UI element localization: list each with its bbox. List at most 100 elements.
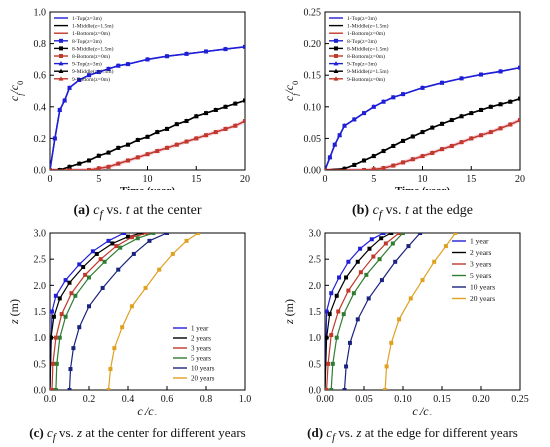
data-point [381,148,386,153]
data-point [358,270,363,275]
data-point [69,291,74,296]
x-tick-label: 0.4 [122,394,135,405]
data-point [332,142,338,147]
x-tick-label: 15 [466,174,476,185]
y-tick-label: 0.10 [304,102,322,113]
data-point [170,251,175,256]
y-tick-label: 0.0 [34,166,47,177]
data-point [507,99,513,104]
data-point [327,312,332,317]
data-point [112,346,117,351]
series-line [50,233,142,390]
chart-c: 0.0 0.2 0.4 0.6 0.8 1.0 0.0 0.5 1.0 1.5 2.0 2.5 3.0 c… [7,229,251,416]
data-point [125,157,131,163]
data-point [342,388,347,390]
caption-c: (c) cf vs. z at the center for different… [29,425,246,444]
data-point [68,367,73,372]
data-point [439,121,445,126]
data-point [154,148,160,153]
data-point [337,132,343,138]
data-point [459,75,464,81]
legend-label: 3 years [191,344,211,352]
data-point [379,278,384,283]
data-point [384,364,389,369]
data-point [346,259,351,264]
data-point [83,272,88,277]
data-point [410,133,416,139]
data-point [100,285,105,290]
legend-label: 1-Middle(z=1.5m) [347,23,389,30]
data-point [50,335,53,340]
data-point [336,309,341,314]
legend-label: 9-Middle(z=1.5m) [347,68,389,75]
data-point [397,317,402,322]
data-point [383,241,388,246]
y-tick-label: 0.15 [304,71,322,82]
data-point [329,291,334,296]
data-point [329,333,334,338]
data-point [106,238,111,243]
data-point [418,233,423,235]
data-point [184,138,189,144]
data-point [106,150,111,155]
y-tick-label: 0.0 [309,386,322,397]
legend-marker [59,46,63,51]
data-point [129,235,134,240]
y-tick-label: 0.6 [34,71,47,82]
chart-b: 0 5 10 15 20 0.00 0.05 0.10 0.15 0.20 0.25 Time (ye… [282,8,525,191]
plot-frame [49,232,246,391]
data-point [468,135,474,141]
data-point [86,157,92,163]
data-point [439,146,445,151]
legend-label: 1-Top(z=3m) [347,15,377,22]
data-point [106,164,111,169]
data-point [420,85,425,90]
caption-b: (b) cf vs. t at the edge [351,203,474,221]
data-point [361,157,367,163]
y-tick-label: 0.8 [34,39,47,50]
data-point [443,244,448,249]
data-point [68,167,71,170]
legend-label: 8-Top(z=3m) [72,38,102,45]
legend-label: 8-Bottom(z=0m) [347,53,385,60]
x-tick-label: 0 [48,174,53,185]
x-tick-label: 0 [323,174,328,185]
y-tick-label: 0.4 [34,102,47,113]
data-point [449,143,455,148]
legend-label: 3 years [470,260,492,269]
x-tick-label: 0.20 [472,394,490,405]
y-tick-label: 2.5 [309,255,322,266]
legend-label: 9-Top(z=3m) [347,61,377,68]
data-point [50,361,55,366]
data-point [334,293,339,298]
data-point [327,154,333,160]
data-point [57,107,63,112]
data-point [478,132,484,138]
data-point [115,145,121,150]
series-line [51,233,148,390]
data-point [330,361,335,366]
data-point [390,162,396,168]
data-point [174,142,180,147]
data-point [383,388,388,390]
data-point [377,257,382,262]
data-point [77,325,82,330]
y-tick-label: 0.5 [34,359,47,370]
data-point [116,267,121,272]
data-point [157,267,162,272]
series-group [50,44,245,170]
legend-label: 2 years [470,248,492,257]
data-point [488,129,494,134]
data-point [341,312,346,317]
data-point [439,80,445,85]
data-point [498,125,503,131]
legend-marker [58,76,64,81]
y-tick-label: 0.00 [304,166,322,177]
data-point [145,233,150,235]
data-point [371,104,377,109]
x-axis-label: cf/c0 [137,404,157,415]
caption-d: (d) cf vs. z at the edge for different y… [307,425,518,444]
data-point [96,165,102,170]
x-tick-label: 0.00 [316,394,334,405]
